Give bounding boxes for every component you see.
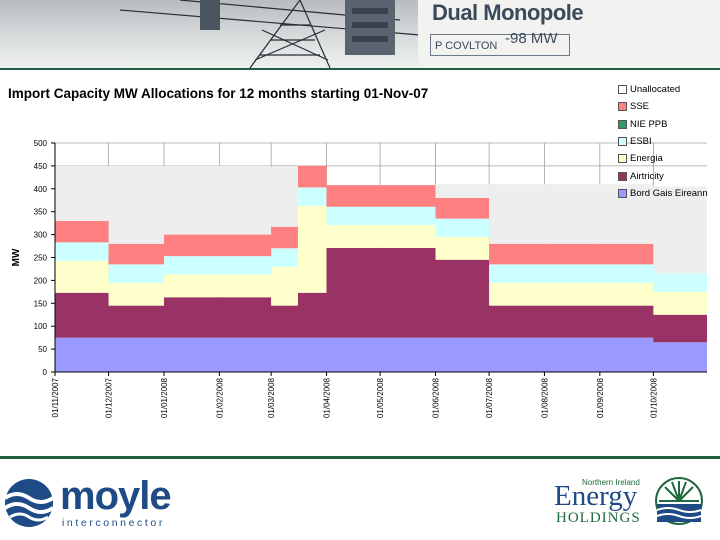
y-tick-label: 100	[34, 322, 48, 331]
legend-label: ESBI	[630, 135, 652, 147]
sign-mw-reading: -98 MW	[505, 30, 558, 47]
series-area-bord-gais-eireann	[55, 337, 707, 372]
moyle-wordmark: moyle	[60, 474, 172, 518]
y-axis-label: MW	[11, 248, 22, 266]
legend-label: SSE	[630, 101, 650, 113]
nie-energy-wordmark: Energy	[554, 480, 638, 512]
pylon-graphic	[119, 0, 421, 68]
y-tick-label: 500	[34, 139, 48, 148]
x-tick-label: 01/06/2008	[431, 377, 440, 418]
series-area-esbi	[55, 187, 707, 292]
y-tick-label: 0	[43, 368, 48, 377]
legend-label: Energia	[630, 153, 663, 165]
x-tick-label: 01/07/2008	[485, 377, 494, 418]
legend-label: Bord Gais Eireann	[630, 187, 708, 199]
legend-swatch	[618, 102, 627, 112]
y-tick-label: 350	[34, 208, 48, 217]
y-tick-label: 300	[34, 231, 48, 240]
x-tick-label: 01/01/2008	[160, 377, 169, 418]
x-tick-label: 01/10/2008	[649, 377, 658, 418]
header-divider	[0, 68, 720, 70]
chart-title: Import Capacity MW Allocations for 12 mo…	[8, 86, 429, 101]
nie-sunburst-logo-icon	[655, 477, 703, 525]
legend-swatch	[618, 171, 627, 181]
x-tick-label: 01/08/2008	[540, 377, 549, 418]
x-tick-label: 01/05/2008	[376, 377, 385, 418]
series-area-unallocated	[55, 165, 707, 274]
y-tick-label: 400	[34, 185, 48, 194]
legend-label: Unallocated	[630, 84, 681, 95]
y-tick-label: 50	[38, 345, 47, 354]
y-tick-label: 200	[34, 276, 48, 285]
x-tick-label: 01/04/2008	[323, 377, 332, 418]
header-banner-photo: Dual Monopole P COVLTON -98 MW	[0, 0, 720, 68]
legend-swatch	[618, 119, 627, 129]
legend-swatch	[618, 136, 627, 146]
legend-label: NIE PPB	[630, 118, 668, 130]
legend-swatch	[618, 188, 627, 198]
y-tick-label: 150	[34, 299, 48, 308]
x-tick-label: 01/12/2007	[105, 377, 114, 418]
nie-holdings-wordmark: HOLDINGS	[556, 510, 641, 526]
legend-swatch	[618, 85, 627, 94]
moyle-wave-logo-icon	[3, 479, 55, 527]
sign-subtitle: P COVLTON	[430, 34, 570, 56]
sign-title: Dual Monopole	[432, 0, 584, 25]
moyle-subtitle: interconnector	[62, 517, 165, 529]
x-tick-label: 01/03/2008	[267, 377, 276, 418]
stacked-area-chart: 0 50 100 150 200 250 300 350 400 450 500 01/11/2007…	[11, 139, 707, 418]
series-area-airtricity	[55, 247, 707, 343]
x-tick-label: 01/09/2008	[596, 377, 605, 418]
series-area-sse	[55, 165, 707, 274]
series-area-energia	[55, 205, 707, 315]
footer-divider	[0, 456, 720, 459]
y-tick-label: 450	[34, 162, 48, 171]
legend-swatch	[618, 154, 627, 164]
y-tick-label: 250	[34, 254, 48, 263]
nie-region-label: Northern Ireland	[582, 478, 640, 487]
x-tick-label: 01/11/2007	[51, 377, 60, 417]
x-tick-label: 01/02/2008	[215, 377, 224, 418]
legend-label: Airtricity	[630, 170, 664, 182]
